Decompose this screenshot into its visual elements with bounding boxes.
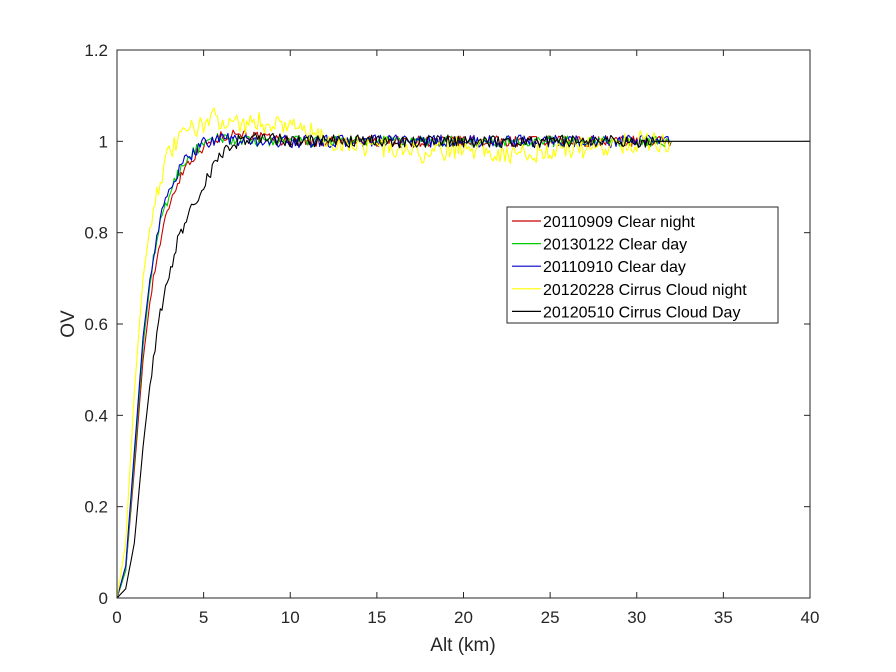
series-line bbox=[116, 132, 672, 599]
legend-label: 20120510 Cirrus Cloud Day bbox=[543, 304, 740, 321]
legend-box bbox=[506, 206, 779, 324]
x-tick-label: 5 bbox=[199, 608, 208, 627]
x-tick-label: 30 bbox=[627, 608, 646, 627]
y-axis-title: OV bbox=[58, 310, 79, 338]
legend-label: 20110910 Clear day bbox=[543, 259, 686, 276]
legend-label: 20110909 Clear night bbox=[543, 214, 695, 231]
x-tick-label: 40 bbox=[801, 608, 820, 627]
x-tick-label: 15 bbox=[367, 608, 386, 627]
y-tick-label: 0.2 bbox=[84, 498, 108, 517]
y-tick-label: 1.2 bbox=[84, 41, 108, 60]
y-axis: 0 0.2 0.4 0.6 0.8 1 1.2 bbox=[84, 41, 810, 608]
x-tick-label: 35 bbox=[714, 608, 733, 627]
y-tick-label: 1 bbox=[99, 132, 108, 151]
y-tick-label: 0 bbox=[99, 589, 108, 608]
series-line bbox=[116, 129, 672, 599]
legend-label: 20130122 Clear day bbox=[543, 237, 687, 254]
x-tick-label: 10 bbox=[281, 608, 300, 627]
legend: 20110909 Clear night 20130122 Clear day 20… bbox=[506, 206, 779, 324]
x-axis-title: Alt (km) bbox=[430, 635, 495, 656]
y-tick-label: 0.8 bbox=[84, 224, 108, 243]
series-line bbox=[116, 132, 810, 599]
series-layer bbox=[116, 107, 810, 599]
x-tick-label: 20 bbox=[454, 608, 473, 627]
x-axis: 0 5 10 15 20 25 30 35 40 bbox=[112, 50, 819, 627]
y-tick-label: 0.6 bbox=[84, 315, 108, 334]
series-line bbox=[116, 107, 672, 599]
x-tick-label: 25 bbox=[541, 608, 560, 627]
y-tick-label: 0.4 bbox=[84, 406, 108, 425]
legend-label: 20120228 Cirrus Cloud night bbox=[543, 282, 747, 299]
x-tick-label: 0 bbox=[112, 608, 121, 627]
